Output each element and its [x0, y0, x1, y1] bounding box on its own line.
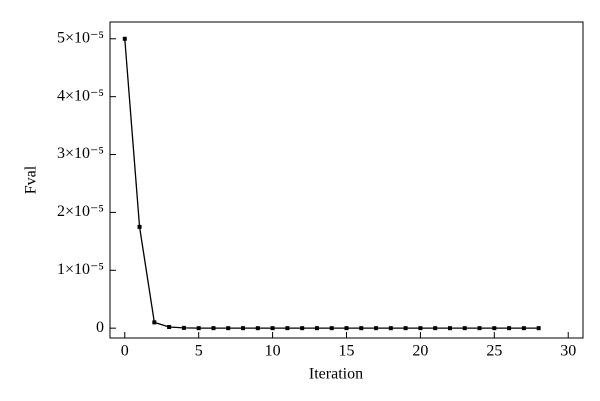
point: [344, 326, 349, 331]
x-tick-label: 30: [560, 343, 576, 360]
point: [314, 326, 319, 331]
point: [137, 224, 142, 229]
point: [211, 326, 216, 331]
point: [241, 326, 246, 331]
y-tick-label: 5×10⁻⁵: [57, 29, 104, 46]
point: [329, 326, 334, 331]
point: [447, 326, 452, 331]
point: [477, 326, 482, 331]
x-tick-label: 25: [486, 343, 502, 360]
line: [124, 38, 539, 329]
point: [521, 326, 526, 331]
point: [226, 326, 231, 331]
point: [152, 320, 157, 325]
point: [181, 325, 186, 330]
point: [196, 326, 201, 331]
y-tick-label: 3×10⁻⁵: [57, 145, 104, 162]
point: [359, 326, 364, 331]
y-tick-label: 0: [96, 319, 104, 336]
point: [462, 326, 467, 331]
x-tick-label: 10: [265, 343, 281, 360]
y-tick-label: 1×10⁻⁵: [57, 261, 104, 278]
x-tick-label: 0: [121, 343, 129, 360]
point: [492, 326, 497, 331]
plot-frame: [109, 21, 584, 339]
point: [270, 326, 275, 331]
point: [388, 326, 393, 331]
x-axis-label: Iteration: [309, 366, 363, 383]
point: [403, 326, 408, 331]
point: [300, 326, 305, 331]
point: [374, 326, 379, 331]
point: [433, 326, 438, 331]
x-tick-label: 15: [339, 343, 355, 360]
point: [418, 326, 423, 331]
point: [536, 326, 541, 331]
point: [255, 326, 260, 331]
y-axis-label: Fval: [23, 165, 40, 194]
x-tick-label: 5: [195, 343, 203, 360]
y-tick-label: 2×10⁻⁵: [57, 203, 104, 220]
x-tick-label: 20: [412, 343, 428, 360]
point: [122, 36, 127, 41]
point: [507, 326, 512, 331]
point: [285, 326, 290, 331]
point: [167, 325, 172, 330]
y-tick-label: 4×10⁻⁵: [57, 87, 104, 104]
